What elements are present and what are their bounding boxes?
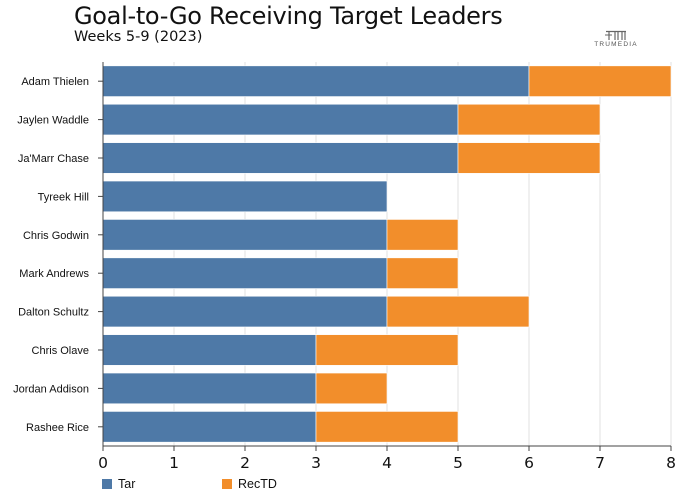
category-label-8: Jordan Addison (13, 383, 89, 395)
bar-rectd-1 (457, 103, 601, 136)
category-label-6: Dalton Schultz (18, 307, 89, 319)
legend-swatch-tar (102, 479, 112, 489)
category-label-9: Rashee Rice (26, 422, 89, 434)
legend-swatch-rectd (222, 479, 232, 489)
bar-tar-3 (102, 180, 388, 213)
category-labels: Adam Thielen Jaylen Waddle Ja'Marr Chase Ty… (13, 76, 89, 434)
bar-tar-8 (102, 372, 317, 405)
bars (102, 65, 672, 443)
x-tick-labels: 0 1 2 3 4 5 6 7 8 (98, 454, 676, 472)
category-label-7: Chris Olave (32, 345, 89, 357)
x-tick-label-3: 3 (311, 454, 321, 472)
legend-item-rectd: RecTD (222, 477, 277, 491)
bar-tar-2 (102, 142, 459, 174)
x-tick-label-2: 2 (240, 454, 250, 472)
bar-tar-4 (102, 219, 388, 251)
x-tick-label-1: 1 (169, 454, 179, 472)
brand-logo: TRUMEDIA (591, 30, 641, 48)
bar-tar-0 (102, 65, 530, 97)
category-label-2: Ja'Marr Chase (18, 153, 89, 165)
x-tick-label-6: 6 (524, 454, 534, 472)
bar-rectd-6 (386, 295, 530, 328)
bar-rectd-7 (315, 334, 459, 366)
bar-rectd-9 (315, 411, 459, 443)
category-label-3: Tyreek Hill (38, 191, 89, 203)
x-tick-label-8: 8 (666, 454, 676, 472)
chart-title: Goal-to-Go Receiving Target Leaders (74, 2, 503, 30)
category-label-4: Chris Godwin (23, 230, 89, 242)
bar-tar-1 (102, 103, 459, 136)
category-label-1: Jaylen Waddle (17, 115, 89, 127)
bar-tar-5 (102, 257, 388, 289)
axes (98, 62, 672, 451)
category-label-0: Adam Thielen (21, 76, 89, 88)
bar-rectd-4 (386, 219, 459, 251)
x-tick-label-5: 5 (453, 454, 463, 472)
x-tick-label-7: 7 (595, 454, 605, 472)
bar-rectd-0 (528, 65, 672, 97)
legend-label-tar: Tar (118, 477, 136, 491)
bar-rectd-8 (315, 372, 388, 405)
brand-name: TRUMEDIA (594, 41, 638, 48)
bar-rectd-5 (386, 257, 459, 289)
bar-tar-9 (102, 411, 317, 443)
legend-item-tar: Tar (102, 477, 135, 491)
legend-label-rectd: RecTD (238, 477, 277, 491)
chart-subtitle: Weeks 5-9 (2023) (74, 29, 203, 45)
x-tick-label-4: 4 (382, 454, 392, 472)
x-tick-label-0: 0 (98, 454, 108, 472)
bar-rectd-2 (457, 142, 601, 174)
brand-mark-icon (605, 30, 626, 40)
bar-tar-6 (102, 295, 388, 328)
category-label-5: Mark Andrews (19, 268, 89, 280)
bar-tar-7 (102, 334, 317, 366)
